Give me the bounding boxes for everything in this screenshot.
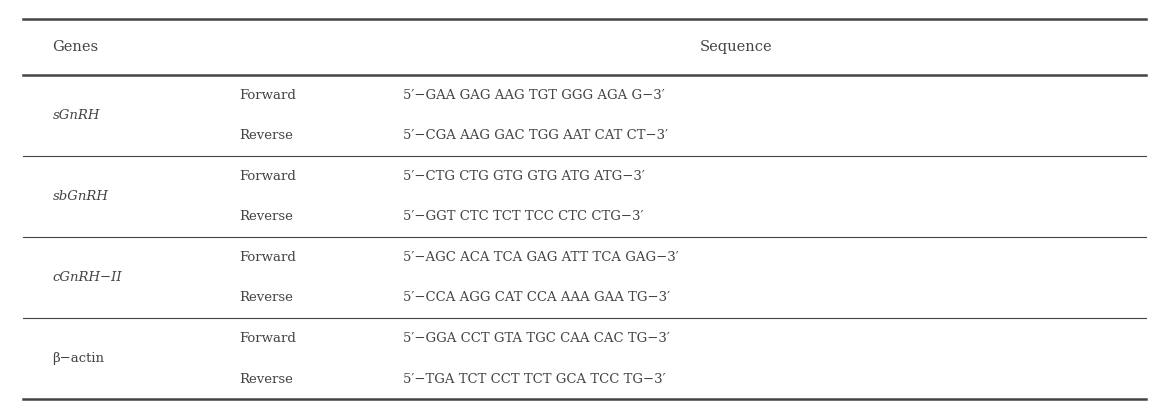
Text: Forward: Forward bbox=[240, 170, 297, 183]
Text: 5′−GGT CTC TCT TCC CTC CTG−3′: 5′−GGT CTC TCT TCC CTC CTG−3′ bbox=[403, 210, 644, 223]
Text: Forward: Forward bbox=[240, 89, 297, 102]
Text: cGnRH−II: cGnRH−II bbox=[53, 271, 123, 284]
Text: 5′−GGA CCT GTA TGC CAA CAC TG−3′: 5′−GGA CCT GTA TGC CAA CAC TG−3′ bbox=[403, 332, 670, 345]
Text: sGnRH: sGnRH bbox=[53, 109, 101, 122]
Text: Reverse: Reverse bbox=[240, 129, 293, 142]
Text: 5′−CCA AGG CAT CCA AAA GAA TG−3′: 5′−CCA AGG CAT CCA AAA GAA TG−3′ bbox=[403, 292, 671, 305]
Text: Forward: Forward bbox=[240, 332, 297, 345]
Text: Genes: Genes bbox=[53, 40, 98, 54]
Text: Forward: Forward bbox=[240, 251, 297, 264]
Text: 5′−CGA AAG GAC TGG AAT CAT CT−3′: 5′−CGA AAG GAC TGG AAT CAT CT−3′ bbox=[403, 129, 669, 142]
Text: sbGnRH: sbGnRH bbox=[53, 190, 109, 203]
Text: 5′−TGA TCT CCT TCT GCA TCC TG−3′: 5′−TGA TCT CCT TCT GCA TCC TG−3′ bbox=[403, 373, 666, 386]
Text: 5′−GAA GAG AAG TGT GGG AGA G−3′: 5′−GAA GAG AAG TGT GGG AGA G−3′ bbox=[403, 89, 665, 102]
Text: Reverse: Reverse bbox=[240, 292, 293, 305]
Text: Reverse: Reverse bbox=[240, 373, 293, 386]
Text: 5′−CTG CTG GTG GTG ATG ATG−3′: 5′−CTG CTG GTG GTG ATG ATG−3′ bbox=[403, 170, 645, 183]
Text: Sequence: Sequence bbox=[700, 40, 773, 54]
Text: 5′−AGC ACA TCA GAG ATT TCA GAG−3′: 5′−AGC ACA TCA GAG ATT TCA GAG−3′ bbox=[403, 251, 679, 264]
Text: β−actin: β−actin bbox=[53, 352, 104, 365]
Text: Reverse: Reverse bbox=[240, 210, 293, 223]
